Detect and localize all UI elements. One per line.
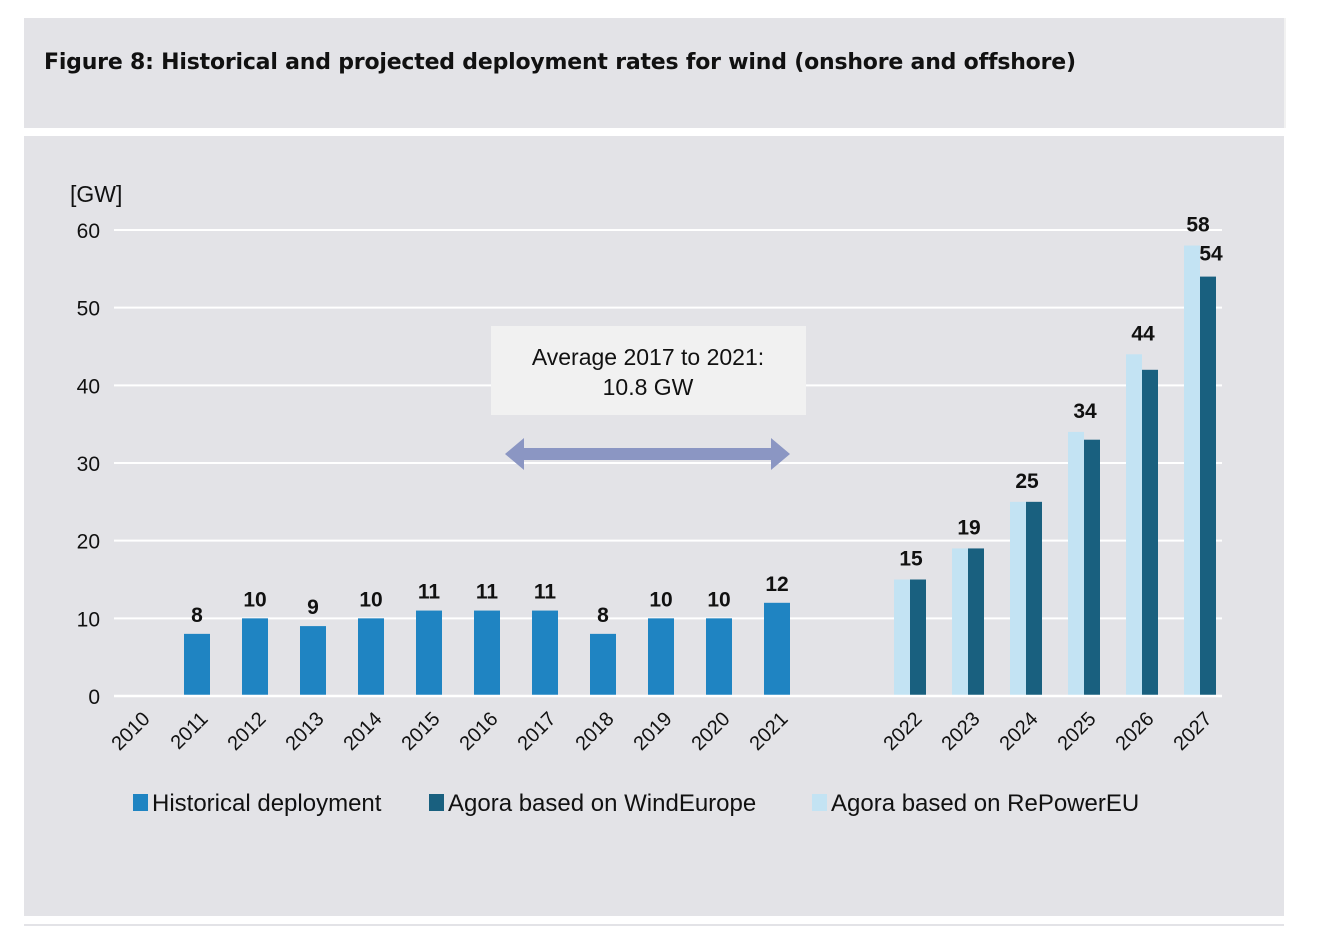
x-tick-label: 2017	[514, 708, 561, 755]
double-arrow-icon	[505, 438, 790, 470]
average-annotation: Average 2017 to 2021: 10.8 GW	[491, 326, 806, 470]
x-tick-label: 2020	[688, 708, 735, 755]
data-label: 54	[1199, 243, 1223, 266]
bar-windeurope-2024	[1026, 501, 1042, 696]
x-tick-label: 2013	[282, 708, 329, 755]
bottom-divider	[24, 924, 1284, 926]
x-tick-label: 2018	[572, 708, 619, 755]
bar-historical-2019	[648, 618, 674, 696]
data-label: 15	[899, 548, 923, 571]
data-label: 12	[765, 573, 788, 596]
data-label: 34	[1073, 400, 1097, 423]
annotation-line-1: Average 2017 to 2021:	[532, 344, 764, 370]
x-tick-label: 2024	[996, 708, 1043, 755]
data-label: 58	[1186, 214, 1210, 237]
data-label: 8	[597, 604, 609, 627]
bar-historical-2012	[242, 618, 268, 696]
x-axis-ticks: 2010 2011 2012 2013 2014 2015 2016 2017 2018 2019…	[108, 708, 1217, 755]
y-tick-label: 60	[77, 220, 100, 243]
bar-windeurope-2027	[1200, 276, 1216, 696]
bars	[114, 245, 1222, 698]
data-label: 8	[191, 604, 203, 627]
legend-swatch	[133, 794, 148, 811]
x-tick-label: 2022	[880, 708, 927, 755]
legend-label: Agora based on WindEurope	[448, 790, 756, 817]
y-tick-label: 40	[77, 375, 100, 398]
y-tick-label: 20	[77, 531, 100, 554]
data-label: 25	[1015, 470, 1039, 493]
bar-historical-2020	[706, 618, 732, 696]
legend-label: Historical deployment	[152, 790, 382, 817]
x-tick-label: 2019	[630, 708, 677, 755]
figure-title-panel: Figure 8: Historical and projected deplo…	[24, 18, 1286, 128]
legend: Historical deployment Agora based on Wind…	[133, 790, 1139, 817]
x-tick-label: 2016	[456, 708, 503, 755]
bar-windeurope-2022	[910, 579, 926, 696]
x-tick-label: 2012	[224, 708, 271, 755]
x-tick-label: 2023	[938, 708, 985, 755]
bar-repowereu-2024	[1010, 501, 1026, 696]
bar-repowereu-2026	[1126, 354, 1142, 696]
annotation-box	[491, 326, 806, 415]
y-axis-label: [GW]	[70, 181, 122, 207]
data-label: 19	[957, 516, 980, 539]
bar-repowereu-2027	[1184, 245, 1200, 696]
bar-windeurope-2023	[968, 548, 984, 696]
data-label: 10	[243, 588, 266, 611]
chart-panel: 0 10 20 30 40 50 60 [GW] 8 10 9 10 11 11 11 8 10 10 12 15…	[24, 136, 1284, 916]
bar-repowereu-2022	[894, 579, 910, 696]
data-labels: 8 10 9 10 11 11 11 8 10 10 12 15 19 25 34 44 58 54	[191, 214, 1223, 627]
bar-historical-2021	[764, 602, 790, 696]
x-tick-label: 2025	[1054, 708, 1101, 755]
y-tick-label: 30	[77, 453, 100, 476]
bar-historical-2015	[416, 610, 442, 696]
bar-historical-2011	[184, 633, 210, 696]
deployment-chart: 0 10 20 30 40 50 60 [GW] 8 10 9 10 11 11 11 8 10 10 12 15…	[70, 181, 1223, 817]
data-label: 11	[418, 581, 441, 604]
data-label: 11	[476, 581, 499, 604]
x-tick-label: 2014	[340, 708, 387, 755]
bar-windeurope-2026	[1142, 369, 1158, 696]
data-label: 10	[649, 588, 672, 611]
bar-repowereu-2025	[1068, 431, 1084, 696]
bar-windeurope-2025	[1084, 439, 1100, 696]
bar-historical-2017	[532, 610, 558, 696]
y-tick-label: 50	[77, 298, 100, 321]
data-label: 44	[1131, 322, 1155, 345]
y-tick-label: 10	[77, 608, 100, 631]
bar-historical-2014	[358, 618, 384, 696]
data-label: 10	[359, 588, 382, 611]
legend-swatch	[429, 794, 444, 811]
x-tick-label: 2021	[746, 708, 793, 755]
x-tick-label: 2015	[398, 708, 445, 755]
bar-historical-2013	[300, 626, 326, 696]
data-label: 11	[534, 581, 557, 604]
data-label: 9	[307, 596, 319, 619]
y-axis-ticks: 0 10 20 30 40 50 60	[77, 220, 100, 709]
data-label: 10	[707, 588, 730, 611]
y-tick-label: 0	[88, 686, 100, 709]
legend-label: Agora based on RePowerEU	[831, 790, 1139, 817]
bar-historical-2016	[474, 610, 500, 696]
x-tick-label: 2011	[167, 708, 213, 754]
x-tick-label: 2027	[1170, 708, 1217, 755]
x-tick-label: 2010	[108, 708, 155, 755]
x-tick-label: 2026	[1112, 708, 1159, 755]
bar-historical-2018	[590, 633, 616, 696]
legend-swatch	[812, 794, 827, 811]
figure-title: Figure 8: Historical and projected deplo…	[44, 50, 1076, 75]
annotation-line-2: 10.8 GW	[603, 374, 694, 400]
bar-repowereu-2023	[952, 548, 968, 696]
